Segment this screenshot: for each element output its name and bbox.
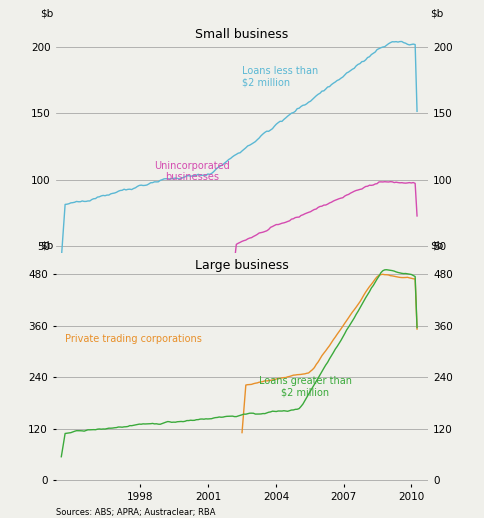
Text: $b: $b [41,240,54,250]
Text: $b: $b [430,240,443,250]
Text: $b: $b [41,8,54,19]
Text: Unincorporated
businesses: Unincorporated businesses [154,161,229,182]
Text: Small business: Small business [196,27,288,41]
Text: Loans less than
$2 million: Loans less than $2 million [242,66,318,87]
Text: Large business: Large business [195,260,289,272]
Text: Sources: ABS; APRA; Austraclear; RBA: Sources: ABS; APRA; Austraclear; RBA [56,508,215,517]
Text: Private trading corporations: Private trading corporations [65,335,202,344]
Text: $b: $b [430,8,443,19]
Text: Loans greater than
$2 million: Loans greater than $2 million [259,376,352,398]
